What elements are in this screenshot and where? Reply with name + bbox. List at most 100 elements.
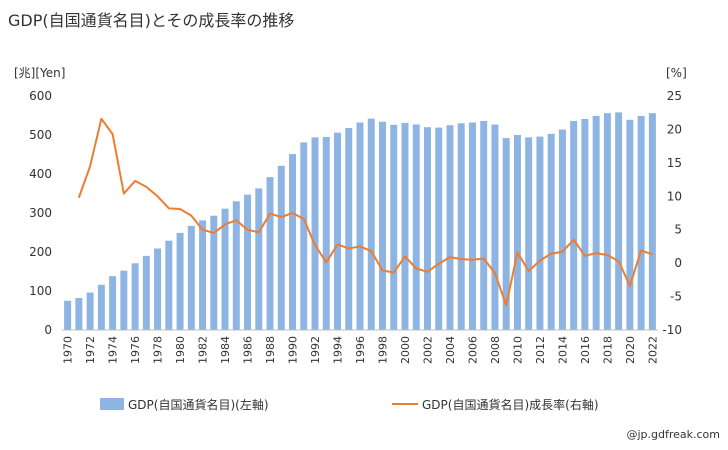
gdp-bar xyxy=(626,119,634,330)
gdp-bar xyxy=(648,113,656,330)
gdp-bar xyxy=(446,125,454,330)
gdp-bar xyxy=(221,208,229,330)
x-tick-label: 1988 xyxy=(264,336,277,364)
gdp-bar xyxy=(142,255,150,330)
gdp-bar xyxy=(513,135,521,330)
right-axis-unit: [%] xyxy=(666,66,687,80)
source-credit: @jp.gdfreak.com xyxy=(626,428,720,441)
x-tick-label: 1992 xyxy=(309,336,322,364)
right-tick-label: 10 xyxy=(667,189,682,203)
gdp-bar xyxy=(75,298,83,330)
legend-bar-label: GDP(自国通貨名目)(左軸) xyxy=(128,397,269,412)
gdp-bar xyxy=(637,115,645,330)
left-tick-label: 300 xyxy=(29,206,52,220)
x-tick-label: 2020 xyxy=(624,336,637,364)
left-tick-label: 100 xyxy=(29,284,52,298)
gdp-bar xyxy=(345,127,353,330)
x-tick-label: 1994 xyxy=(332,336,345,364)
right-tick-label: 5 xyxy=(674,223,682,237)
x-tick-label: 1990 xyxy=(287,336,300,364)
left-tick-label: 500 xyxy=(29,128,52,142)
gdp-bar xyxy=(154,248,162,330)
gdp-bar xyxy=(300,142,308,330)
left-axis-ticks: 0 100 200 300 400 500 600 xyxy=(29,89,52,337)
x-tick-label: 2000 xyxy=(399,336,412,364)
x-tick-label: 1982 xyxy=(197,336,210,364)
gdp-bar xyxy=(491,124,499,330)
x-tick-label: 1976 xyxy=(129,336,142,364)
gdp-bar xyxy=(592,115,600,330)
gdp-bar xyxy=(199,220,207,330)
gdp-bar xyxy=(401,122,409,330)
right-tick-label: 25 xyxy=(667,89,682,103)
gdp-bar xyxy=(356,122,364,331)
right-tick-label: 0 xyxy=(674,256,682,270)
legend-bar-swatch xyxy=(100,398,124,410)
gdp-bar xyxy=(558,129,566,330)
legend-line-label: GDP(自国通貨名目)成長率(右軸) xyxy=(422,397,599,412)
gdp-bar xyxy=(412,124,420,330)
gdp-bar xyxy=(536,136,544,330)
x-tick-label: 1984 xyxy=(219,336,232,364)
x-axis-ticks: 1970 1972 1974 1976 1978 1980 1982 1984 1986 1988… xyxy=(62,336,660,364)
x-tick-label: 2018 xyxy=(601,336,614,364)
gdp-bar xyxy=(165,240,173,330)
gdp-bar xyxy=(311,137,319,330)
gdp-bar xyxy=(390,124,398,330)
x-tick-label: 2012 xyxy=(534,336,547,364)
gdp-bar xyxy=(525,137,533,330)
x-tick-label: 2006 xyxy=(466,336,479,364)
chart-title: GDP(自国通貨名目)とその成長率の推移 xyxy=(8,11,294,30)
right-tick-label: 15 xyxy=(667,156,682,170)
gdp-bar xyxy=(120,270,128,330)
left-tick-label: 200 xyxy=(29,245,52,259)
gdp-bar xyxy=(86,292,94,330)
gdp-bar xyxy=(232,201,240,330)
legend: GDP(自国通貨名目)(左軸) GDP(自国通貨名目)成長率(右軸) xyxy=(100,397,599,412)
gdp-bar xyxy=(210,215,218,330)
gdp-bar xyxy=(480,120,488,331)
right-tick-label: -5 xyxy=(670,290,682,304)
x-tick-label: 1972 xyxy=(84,336,97,364)
x-tick-label: 1974 xyxy=(107,336,120,364)
x-tick-label: 1980 xyxy=(174,336,187,364)
gdp-bar xyxy=(334,132,341,330)
gdp-bar xyxy=(423,127,431,330)
x-tick-label: 1986 xyxy=(242,336,255,364)
gdp-bar xyxy=(277,165,285,330)
x-tick-label: 1978 xyxy=(152,336,165,364)
gdp-bar xyxy=(109,276,117,330)
x-tick-label: 2022 xyxy=(646,336,659,364)
gdp-bar xyxy=(435,127,443,330)
x-tick-label: 2014 xyxy=(556,336,569,364)
gdp-bar xyxy=(187,225,195,330)
gdp-bar xyxy=(379,121,386,331)
gdp-bar xyxy=(581,119,589,330)
gdp-bar xyxy=(176,232,184,330)
gdp-bar xyxy=(64,300,72,330)
right-tick-label: -10 xyxy=(662,323,682,337)
gdp-bar xyxy=(131,263,139,330)
gdp-bar xyxy=(255,188,263,330)
gdp-bars xyxy=(64,112,656,331)
left-tick-label: 0 xyxy=(44,323,52,337)
left-axis-unit: [兆][Yen] xyxy=(14,66,65,80)
gdp-bar xyxy=(603,113,611,330)
gdp-bar xyxy=(468,122,476,331)
x-tick-label: 2010 xyxy=(511,336,524,364)
gdp-bar xyxy=(322,136,330,330)
left-tick-label: 400 xyxy=(29,167,52,181)
x-tick-label: 1998 xyxy=(376,336,389,364)
gdp-bar xyxy=(570,120,578,331)
x-tick-label: 2016 xyxy=(579,336,592,364)
gdp-bar xyxy=(244,194,252,330)
right-axis-ticks: -10 -5 0 5 10 15 20 25 xyxy=(662,89,682,337)
x-tick-label: 1996 xyxy=(354,336,367,364)
growth-line-series xyxy=(77,117,653,307)
gdp-bar xyxy=(266,177,274,330)
gdp-bar xyxy=(97,284,105,330)
growth-line xyxy=(77,117,653,307)
gdp-bar xyxy=(289,154,297,330)
x-tick-label: 1970 xyxy=(62,336,75,364)
